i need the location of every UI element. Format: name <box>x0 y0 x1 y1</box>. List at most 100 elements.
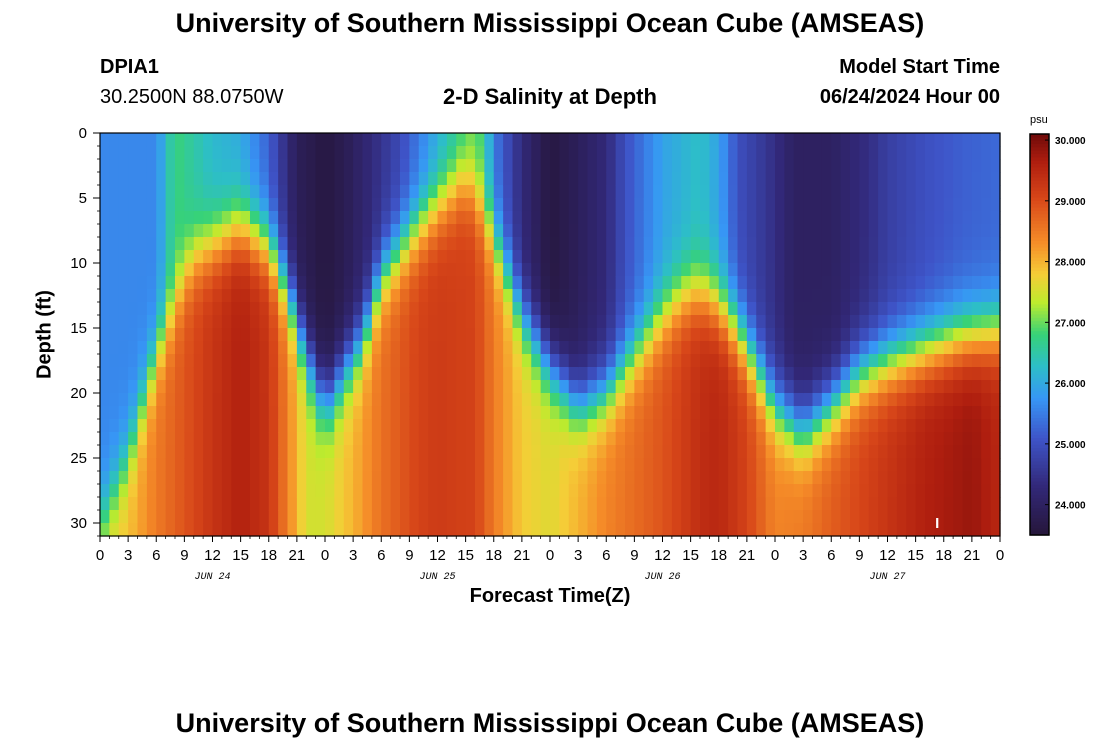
heatmap-cell <box>315 237 326 251</box>
heatmap-cell <box>193 523 204 537</box>
heatmap-cell <box>690 146 701 160</box>
station-id: DPIA1 <box>100 56 159 78</box>
heatmap-cell <box>100 445 110 459</box>
x-tick-label: 15 <box>907 547 924 564</box>
heatmap-cell <box>896 328 907 342</box>
heatmap-cell <box>662 250 673 264</box>
heatmap-cell <box>756 289 767 303</box>
heatmap-cell <box>578 393 589 407</box>
heatmap-cell <box>212 354 223 368</box>
heatmap-cell <box>296 445 307 459</box>
heatmap-cell <box>746 302 757 316</box>
heatmap-cell <box>568 445 579 459</box>
heatmap-cell <box>690 354 701 368</box>
heatmap-cell <box>906 198 917 212</box>
heatmap-cell <box>887 367 898 381</box>
heatmap-cell <box>784 185 795 199</box>
heatmap-cell <box>296 172 307 186</box>
heatmap-cell <box>325 211 335 225</box>
heatmap-cell <box>540 406 551 420</box>
heatmap-cell <box>690 198 701 212</box>
heatmap-cell <box>709 250 720 264</box>
heatmap-cell <box>325 146 335 160</box>
heatmap-cell <box>784 328 795 342</box>
heatmap-cell <box>371 445 382 459</box>
heatmap-cell <box>643 367 654 381</box>
heatmap-cell <box>156 302 167 316</box>
heatmap-cell <box>821 523 832 537</box>
heatmap-cell <box>728 315 739 329</box>
heatmap-cell <box>231 263 242 277</box>
heatmap-cell <box>156 328 167 342</box>
heatmap-cell <box>484 237 495 251</box>
heatmap-cell <box>128 497 139 511</box>
heatmap-cell <box>896 250 907 264</box>
heatmap-cell <box>465 471 476 485</box>
heatmap-cell <box>906 250 917 264</box>
heatmap-cell <box>662 497 673 511</box>
heatmap-cell <box>437 406 448 420</box>
heatmap-cell <box>653 211 664 225</box>
heatmap-cell <box>550 497 560 511</box>
heatmap-cell <box>840 328 851 342</box>
heatmap-cell <box>840 211 851 225</box>
heatmap-cell <box>671 523 682 537</box>
heatmap-cell <box>428 510 439 524</box>
heatmap-cell <box>325 406 335 420</box>
heatmap-cell <box>128 302 139 316</box>
heatmap-cell <box>109 341 120 355</box>
heatmap-cell <box>137 432 148 446</box>
heatmap-cell <box>109 250 120 264</box>
heatmap-cell <box>531 276 542 290</box>
heatmap-cell <box>259 419 270 433</box>
heatmap-cell <box>756 224 767 238</box>
heatmap-cell <box>821 224 832 238</box>
heatmap-cell <box>334 237 345 251</box>
colorbar-segment <box>1030 528 1049 533</box>
heatmap-cell <box>700 250 710 264</box>
heatmap-cell <box>484 302 495 316</box>
heatmap-cell <box>446 146 457 160</box>
heatmap-cell <box>240 146 251 160</box>
heatmap-cell <box>184 263 195 277</box>
colorbar-segment <box>1030 367 1049 372</box>
heatmap-cell <box>362 159 373 173</box>
colorbar-segment <box>1030 214 1049 219</box>
heatmap-cell <box>493 211 504 225</box>
heatmap-cell <box>634 445 645 459</box>
heatmap-cell <box>409 523 420 537</box>
heatmap-cell <box>906 211 917 225</box>
heatmap-cell <box>662 393 673 407</box>
heatmap-cell <box>390 523 401 537</box>
heatmap-cell <box>550 432 560 446</box>
heatmap-cell <box>775 497 785 511</box>
heatmap-cell <box>118 328 129 342</box>
heatmap-cell <box>512 393 523 407</box>
heatmap-cell <box>568 341 579 355</box>
heatmap-cell <box>400 237 410 251</box>
colorbar-segment <box>1030 240 1049 245</box>
heatmap-cell <box>268 224 279 238</box>
heatmap-cell <box>540 458 551 472</box>
heatmap-cell <box>700 393 710 407</box>
heatmap-cell <box>137 146 148 160</box>
heatmap-cell <box>681 484 692 498</box>
heatmap-cell <box>268 419 279 433</box>
heatmap-cell <box>718 393 729 407</box>
heatmap-cell <box>371 458 382 472</box>
heatmap-cell <box>568 302 579 316</box>
heatmap-cell <box>325 510 335 524</box>
heatmap-cell <box>128 211 139 225</box>
heatmap-cell <box>568 367 579 381</box>
heatmap-cell <box>821 510 832 524</box>
heatmap-cell <box>146 328 157 342</box>
heatmap-cell <box>671 211 682 225</box>
heatmap-cell <box>803 224 814 238</box>
heatmap-cell <box>193 432 204 446</box>
heatmap-cell <box>512 432 523 446</box>
heatmap-cell <box>990 458 1001 472</box>
heatmap-cell <box>868 445 879 459</box>
heatmap-cell <box>812 263 823 277</box>
heatmap-cell <box>746 211 757 225</box>
heatmap-cell <box>118 510 129 524</box>
